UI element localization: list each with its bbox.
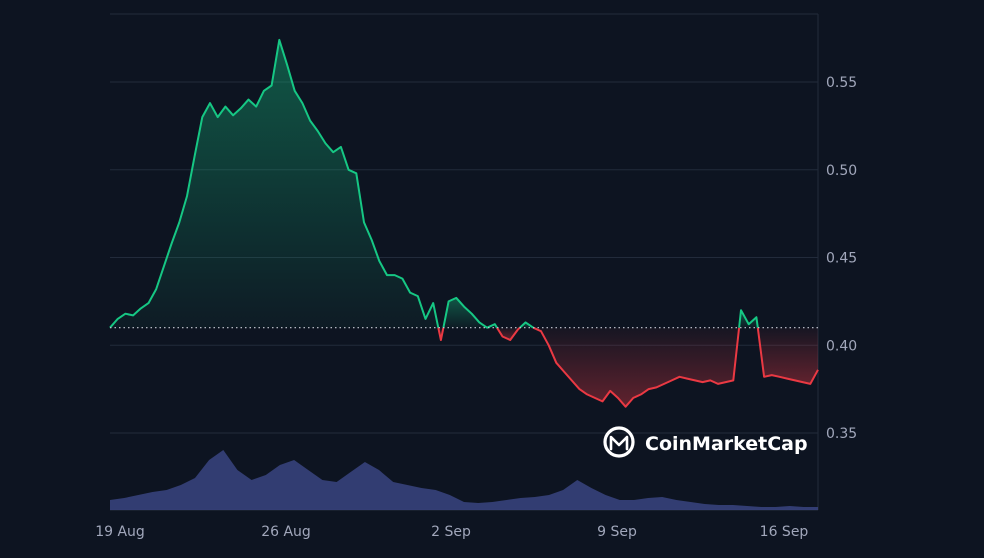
- price-fill: [110, 39, 818, 407]
- x-tick-label: 2 Sep: [431, 524, 471, 540]
- price-line-down: [532, 326, 741, 408]
- price-fill-up: [110, 39, 439, 328]
- y-axis-ticks: 0.55 0.50 0.45 0.40 0.35: [826, 75, 857, 442]
- x-tick-label: 9 Sep: [597, 524, 637, 540]
- coinmarketcap-logo-icon: [603, 426, 635, 458]
- y-tick-label: 0.45: [826, 251, 857, 267]
- price-line-down: [756, 327, 819, 385]
- price-line-up: [738, 309, 759, 328]
- x-tick-label: 16 Sep: [760, 524, 809, 540]
- y-tick-label: 0.35: [826, 426, 857, 442]
- y-tick-label: 0.40: [826, 338, 857, 354]
- x-tick-label: 19 Aug: [95, 524, 145, 540]
- volume-area-path: [110, 450, 818, 510]
- x-tick-label: 26 Aug: [261, 524, 311, 540]
- watermark-brand: CoinMarketCap: [645, 433, 808, 455]
- price-fill-down: [533, 327, 740, 407]
- price-fill-down: [497, 327, 520, 340]
- price-line-up: [109, 38, 440, 329]
- x-axis-ticks: 19 Aug 26 Aug 2 Sep 9 Sep 16 Sep: [95, 524, 808, 540]
- volume-area: [110, 450, 818, 510]
- price-lines: [109, 38, 819, 408]
- price-line-down: [437, 327, 445, 341]
- price-line-down: [496, 326, 521, 341]
- price-fill-up: [739, 310, 758, 328]
- price-fill-down: [757, 327, 818, 384]
- price-line-up: [519, 321, 534, 329]
- y-tick-label: 0.50: [826, 163, 857, 179]
- y-tick-label: 0.55: [826, 75, 857, 91]
- coinmarketcap-logo-mark: [609, 435, 629, 451]
- price-line-up: [442, 296, 498, 329]
- coinmarketcap-watermark: CoinMarketCap: [603, 426, 808, 458]
